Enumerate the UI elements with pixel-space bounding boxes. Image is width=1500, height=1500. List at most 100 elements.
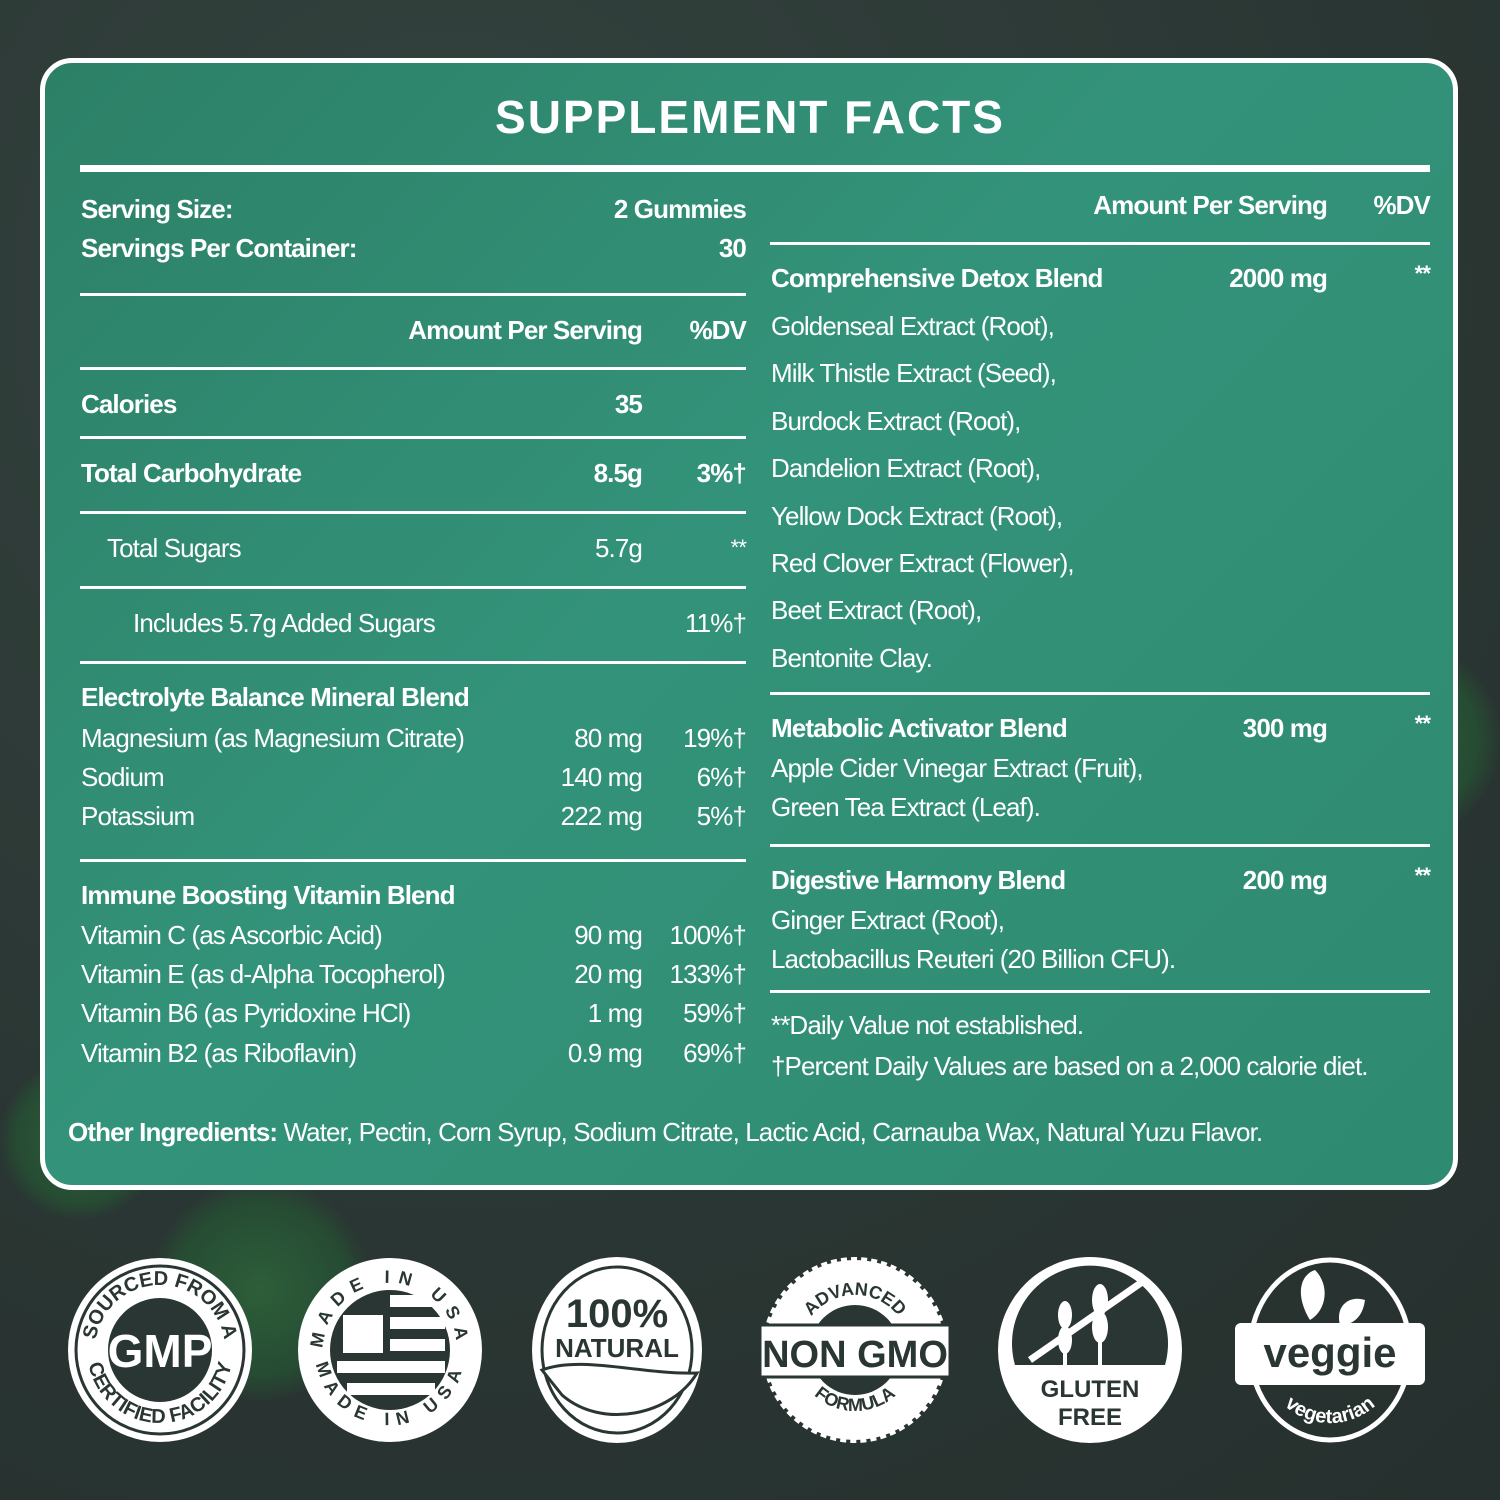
blend-dv: ** (1414, 261, 1431, 286)
natural-line1: 100% (566, 1292, 668, 1336)
blend-ingredient: Bentonite Clay. (771, 642, 933, 673)
nutrient-name: Calories (81, 389, 177, 419)
servings-per-container-value: 30 (718, 233, 747, 263)
blend-name: Metabolic Activator Blend (771, 713, 1068, 743)
divider (80, 511, 746, 514)
amount-per-serving-header: Amount Per Serving (408, 315, 643, 345)
blend-ingredient: Lactobacillus Reuteri (20 Billion CFU). (771, 944, 1176, 974)
blend-ingredient: Green Tea Extract (Leaf). (771, 792, 1041, 822)
divider (80, 367, 746, 370)
leaf-icon (539, 1362, 700, 1416)
non-gmo-badge: NON GMO ADVANCED FORMULA (760, 1257, 950, 1443)
divider (770, 844, 1430, 847)
divider (80, 586, 746, 589)
nutrient-amount: 35 (614, 389, 643, 419)
dv-header: %DV (1373, 190, 1430, 220)
nutrient-dv: 11%† (685, 608, 747, 638)
ingredient-amount: 0.9 mg (567, 1038, 643, 1068)
nutrient-amount: 8.5g (593, 458, 643, 488)
other-ingredients-value: Water, Pectin, Corn Syrup, Sodium Citrat… (283, 1117, 1263, 1147)
ingredient-amount: 222 mg (560, 801, 643, 831)
made-in-usa-badge: MADE IN USA MADE IN USA (298, 1258, 482, 1442)
leaves-icon (1300, 1270, 1365, 1325)
page-title: SUPPLEMENT FACTS (495, 91, 1005, 143)
ingredient-name: Vitamin B6 (as Pyridoxine HCl) (81, 998, 411, 1028)
serving-size-label: Serving Size: (81, 194, 233, 224)
wheat-icon (1058, 1284, 1108, 1365)
ingredient-amount: 20 mg (574, 959, 643, 989)
ingredient-name: Potassium (81, 801, 195, 831)
footnote-daily-value: **Daily Value not established. (771, 1010, 1084, 1040)
blend-name: Immune Boosting Vitamin Blend (81, 880, 455, 910)
blend-amount: 200 mg (1242, 865, 1328, 895)
slash-icon (1028, 1277, 1147, 1363)
natural-badge: 100% NATURAL (532, 1257, 702, 1443)
supplement-facts-panel (40, 58, 1458, 1190)
nutrient-dv: ** (730, 535, 747, 560)
other-ingredients-label: Other Ingredients: (68, 1117, 278, 1147)
nongmo-center-text: NON GMO (762, 1334, 948, 1376)
nutrient-name: Total Carbohydrate (81, 458, 302, 488)
gluten-line1: GLUTEN (1041, 1376, 1140, 1403)
blend-ingredient: Goldenseal Extract (Root), (771, 311, 1055, 341)
ingredient-name: Vitamin C (as Ascorbic Acid) (81, 920, 383, 950)
nutrient-dv: 3%† (696, 458, 747, 488)
nutrient-amount: 5.7g (594, 533, 643, 563)
usa-flag-icon (337, 1295, 445, 1395)
blend-ingredient: Milk Thistle Extract (Seed), (771, 358, 1057, 389)
divider (770, 692, 1430, 695)
blend-ingredient: Yellow Dock Extract (Root), (771, 500, 1063, 531)
blend-ingredient: Ginger Extract (Root), (771, 905, 1005, 935)
blend-ingredient: Dandelion Extract (Root), (771, 453, 1041, 484)
ingredient-name: Magnesium (as Magnesium Citrate) (81, 723, 465, 753)
divider (80, 436, 746, 439)
divider (80, 859, 746, 862)
ingredient-amount: 140 mg (560, 762, 643, 792)
blend-dv: ** (1414, 711, 1431, 736)
servings-per-container-label: Servings Per Container: (81, 233, 357, 263)
ingredient-name: Sodium (81, 762, 165, 792)
svg-text:vegetarian: vegetarian (1281, 1392, 1379, 1428)
divider (770, 990, 1430, 993)
ingredient-dv: 69%† (683, 1038, 747, 1068)
ingredient-dv: 5%† (696, 801, 747, 831)
blend-dv: ** (1414, 863, 1431, 888)
footnote-percent-daily: †Percent Daily Values are based on a 2,0… (771, 1051, 1369, 1081)
blend-ingredient: Apple Cider Vinegar Extract (Fruit), (771, 753, 1144, 783)
other-ingredients: Other Ingredients: Water, Pectin, Corn S… (68, 1116, 1263, 1148)
blend-ingredient: Beet Extract (Root), (771, 595, 982, 626)
divider (80, 661, 746, 664)
ingredient-amount: 1 mg (587, 998, 643, 1028)
ingredient-dv: 59%† (683, 998, 747, 1028)
blend-amount: 2000 mg (1229, 263, 1328, 293)
nutrient-name: Total Sugars (107, 533, 242, 563)
blend-ingredient: Burdock Extract (Root), (771, 405, 1021, 436)
ingredient-dv: 100%† (669, 920, 747, 950)
veggie-center-text: veggie (1263, 1329, 1396, 1376)
blend-name: Digestive Harmony Blend (771, 865, 1066, 895)
ingredient-amount: 80 mg (574, 723, 643, 753)
ingredient-dv: 19%† (683, 723, 747, 753)
blend-name: Comprehensive Detox Blend (771, 263, 1103, 293)
ingredient-dv: 6%† (696, 762, 747, 792)
blend-ingredient: Red Clover Extract (Flower), (771, 548, 1075, 578)
ingredient-name: Vitamin E (as d-Alpha Tocopherol) (81, 959, 446, 989)
gluten-free-badge: GLUTEN FREE (998, 1257, 1182, 1443)
nutrient-name: Includes 5.7g Added Sugars (133, 608, 436, 638)
divider (80, 165, 1430, 172)
serving-size-value: 2 Gummies (613, 194, 747, 224)
blend-amount: 300 mg (1242, 713, 1328, 743)
gluten-line2: FREE (1058, 1404, 1122, 1431)
amount-per-serving-header: Amount Per Serving (1093, 190, 1328, 220)
natural-line2: NATURAL (555, 1333, 679, 1363)
gmp-center-text: GMP (108, 1325, 213, 1377)
ingredient-amount: 90 mg (574, 920, 643, 950)
veggie-bottom-text: vegetarian (1281, 1392, 1379, 1428)
divider (80, 293, 746, 296)
dv-header: %DV (689, 315, 746, 345)
ingredient-dv: 133%† (669, 959, 747, 989)
ingredient-name: Vitamin B2 (as Riboflavin) (81, 1038, 357, 1068)
blend-name: Electrolyte Balance Mineral Blend (81, 682, 470, 712)
gmp-badge: SOURCED FROM A CERTIFIED FACILITY GMP (68, 1258, 252, 1442)
